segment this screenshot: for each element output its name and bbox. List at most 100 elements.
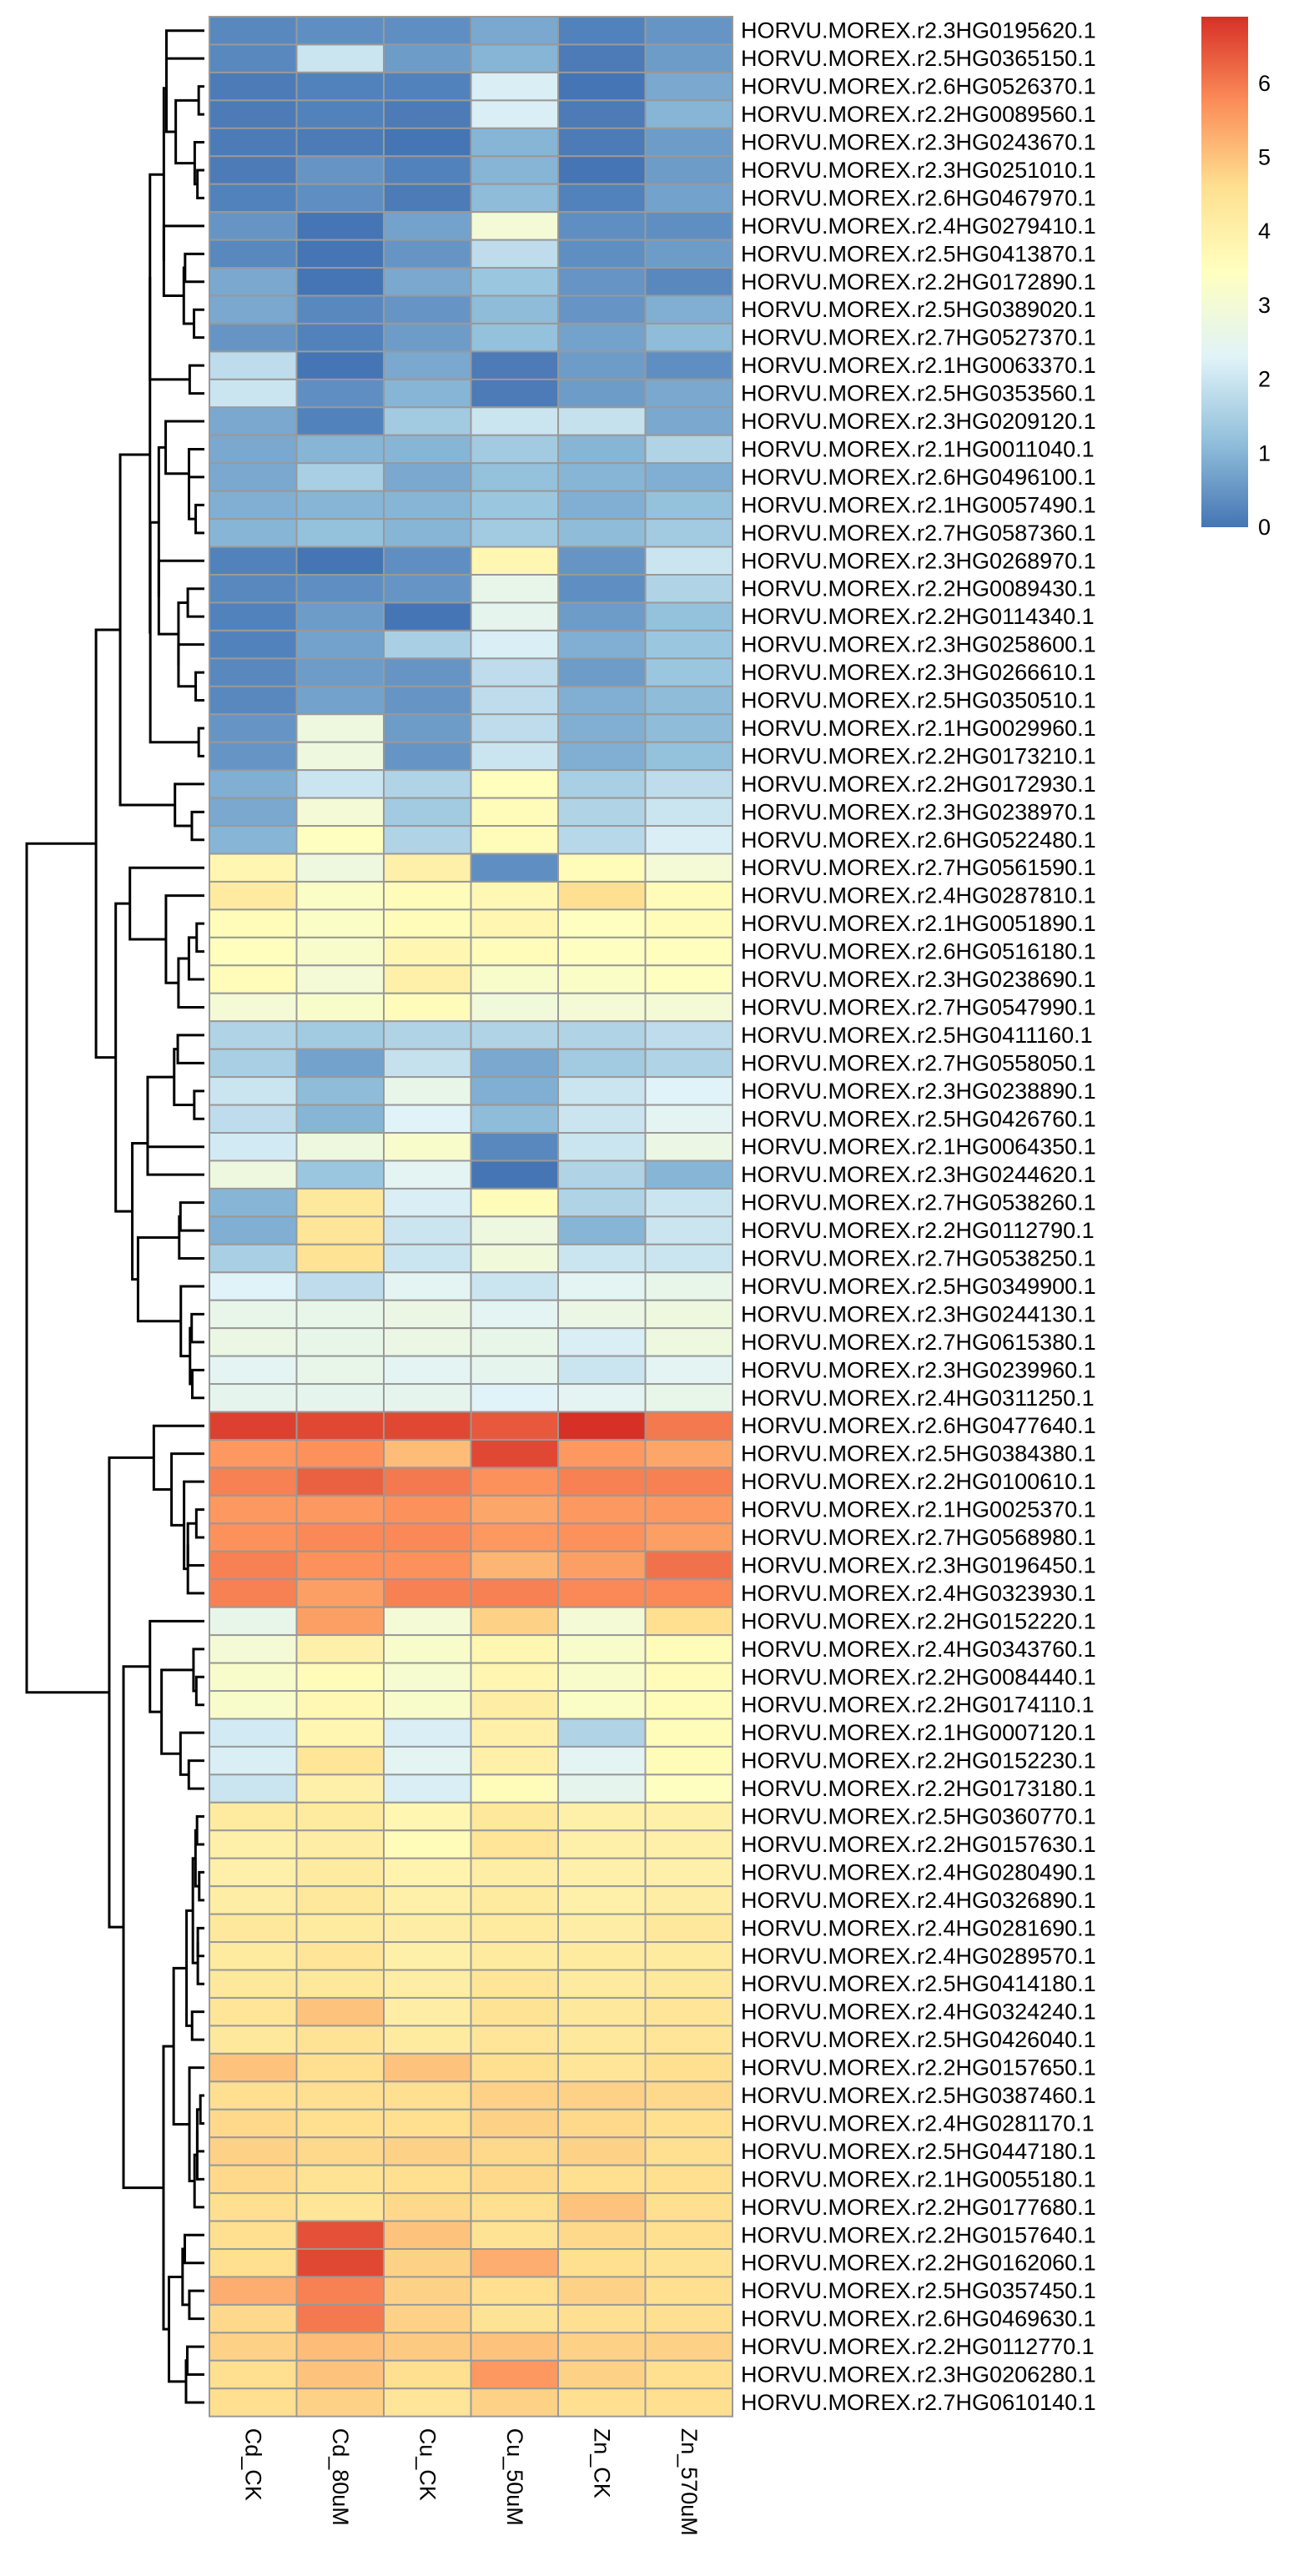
heatmap-cell	[644, 1885, 733, 1915]
dendrogram-branch	[174, 98, 199, 165]
heatmap-cell	[295, 1327, 385, 1357]
heatmap-cell	[644, 880, 733, 911]
heatmap-cell	[470, 1132, 559, 1162]
row-label: HORVU.MOREX.r2.6HG0526370.1	[741, 74, 1096, 99]
heatmap-cell	[383, 2192, 472, 2222]
heatmap-cell	[557, 462, 647, 492]
heatmap-cell	[383, 1215, 472, 1245]
row-label: HORVU.MOREX.r2.1HG0055180.1	[741, 2166, 1096, 2191]
heatmap-cell	[295, 155, 385, 185]
column-label: Cu_50uM	[502, 2428, 527, 2526]
heatmap-cell	[470, 657, 559, 687]
heatmap-cell	[383, 1048, 472, 1079]
heatmap-cell	[383, 1969, 472, 1999]
heatmap-cell	[644, 406, 733, 436]
heatmap-cell	[644, 1076, 733, 1106]
heatmap-cell	[557, 1355, 647, 1386]
heatmap-cell	[470, 378, 559, 409]
heatmap-cell	[644, 769, 733, 799]
heatmap-cell	[470, 239, 559, 269]
heatmap-cell	[209, 2192, 298, 2222]
row-label: HORVU.MOREX.r2.1HG0064350.1	[741, 1135, 1096, 1160]
dendrogram-branch	[172, 1966, 190, 2126]
heatmap-cell	[644, 99, 733, 129]
heatmap-cell	[470, 462, 559, 492]
heatmap-cell	[383, 769, 472, 799]
heatmap-cell	[295, 434, 385, 465]
heatmap-cell	[557, 908, 647, 938]
heatmap-cell	[557, 1745, 647, 1776]
heatmap-cell	[209, 1438, 298, 1469]
heatmap-cell	[557, 350, 647, 380]
heatmap-cell	[383, 1132, 472, 1162]
row-label: HORVU.MOREX.r2.7HG0587360.1	[741, 521, 1096, 546]
heatmap-cell	[295, 1941, 385, 1971]
heatmap-cell	[470, 406, 559, 436]
heatmap-cell	[557, 490, 647, 521]
row-labels: HORVU.MOREX.r2.3HG0195620.1 HORVU.MOREX.r…	[741, 18, 1096, 2415]
heatmap-cell	[209, 2387, 298, 2418]
dendrogram-branch	[195, 922, 204, 953]
row-label: HORVU.MOREX.r2.4HG0311250.1	[741, 1386, 1095, 1411]
heatmap-cell	[644, 2387, 733, 2418]
heatmap-cell	[383, 1941, 472, 1971]
heatmap-cell	[295, 1996, 385, 2027]
heatmap-cell	[295, 1745, 385, 1776]
heatmap-cell	[209, 211, 298, 241]
heatmap-cell	[209, 1467, 298, 1497]
heatmap-cell	[295, 1606, 385, 1637]
heatmap-cell	[383, 880, 472, 911]
heatmap-cell	[470, 574, 559, 604]
heatmap-cell	[644, 1801, 733, 1832]
row-label: HORVU.MOREX.r2.5HG0357450.1	[741, 2278, 1096, 2303]
heatmap-cell	[644, 1438, 733, 1469]
heatmap-cell	[295, 2052, 385, 2083]
heatmap-cell	[557, 322, 647, 353]
heatmap-cell	[644, 1299, 733, 1330]
heatmap-cell	[295, 1467, 385, 1497]
heatmap-cell	[470, 1718, 559, 1748]
heatmap-cell	[383, 1160, 472, 1190]
heatmap-cell	[470, 1829, 559, 1859]
heatmap-cell	[470, 2164, 559, 2195]
dendrogram-branch	[149, 1619, 204, 1713]
heatmap-cell	[209, 1718, 298, 1748]
heatmap-cell	[470, 2108, 559, 2139]
dendrogram-branch	[198, 1870, 204, 1902]
heatmap-cell	[209, 99, 298, 129]
dendrogram-branch	[190, 810, 204, 842]
heatmap-cell	[644, 1913, 733, 1944]
heatmap-cell	[383, 2248, 472, 2278]
row-label: HORVU.MOREX.r2.3HG0266610.1	[741, 660, 1096, 685]
row-label: HORVU.MOREX.r2.5HG0447180.1	[741, 2139, 1096, 2164]
dendrogram-branch	[188, 2289, 204, 2321]
heatmap-cell	[644, 490, 733, 521]
row-label: HORVU.MOREX.r2.1HG0025370.1	[741, 1497, 1096, 1522]
row-label: HORVU.MOREX.r2.4HG0287810.1	[741, 883, 1096, 908]
heatmap-cell	[470, 2080, 559, 2111]
row-label: HORVU.MOREX.r2.7HG0558050.1	[741, 1050, 1096, 1075]
heatmap-cell	[295, 853, 385, 883]
heatmap-cell	[644, 16, 733, 46]
heatmap-cell	[557, 1327, 647, 1357]
heatmap-cell	[557, 1243, 647, 1274]
heatmap-cell	[557, 1578, 647, 1608]
heatmap-cell	[470, 43, 559, 73]
heatmap-cell	[383, 1745, 472, 1776]
heatmap-cell	[295, 713, 385, 743]
heatmap-cell	[295, 908, 385, 938]
heatmap-cell	[557, 1522, 647, 1552]
heatmap-cell	[295, 964, 385, 994]
heatmap-cell	[209, 2248, 298, 2278]
heatmap-cell	[383, 1438, 472, 1469]
heatmap-cell	[557, 127, 647, 158]
heatmap-cell	[557, 1299, 647, 1330]
heatmap-cell	[470, 1606, 559, 1637]
heatmap-cell	[209, 1187, 298, 1218]
heatmap-cell	[470, 769, 559, 799]
row-label: HORVU.MOREX.r2.7HG0538260.1	[741, 1190, 1096, 1215]
heatmap-cell	[557, 71, 647, 102]
heatmap-cell	[383, 71, 472, 102]
heatmap-cell	[383, 1801, 472, 1832]
dendrogram-branch	[186, 1522, 204, 1567]
